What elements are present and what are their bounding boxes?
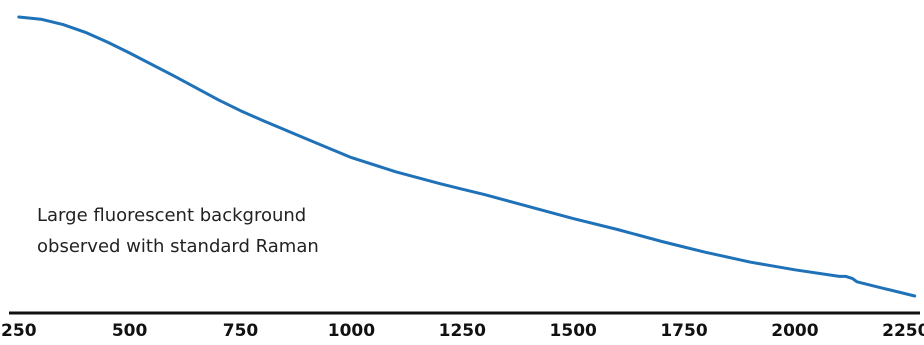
x-tick-label: 1750: [660, 321, 707, 341]
x-tick-label: 2000: [771, 321, 818, 341]
x-tick-label: 750: [223, 321, 259, 341]
x-tick-label: 1500: [550, 321, 597, 341]
x-axis-ticks: 250 500 750 1000 1250 1500 1750 2000 2250: [1, 321, 924, 341]
plot-area: [17, 15, 917, 298]
annotation-line-2: observed with standard Raman: [37, 236, 319, 257]
x-tick-label: 1250: [439, 321, 486, 341]
x-tick-label: 250: [1, 321, 37, 341]
x-tick-label: 500: [112, 321, 148, 341]
spectrum-line-0: [17, 15, 917, 298]
x-tick-label: 1000: [328, 321, 375, 341]
x-tick-label: 2250: [882, 321, 924, 341]
annotation-line-1: Large fluorescent background: [37, 205, 306, 226]
